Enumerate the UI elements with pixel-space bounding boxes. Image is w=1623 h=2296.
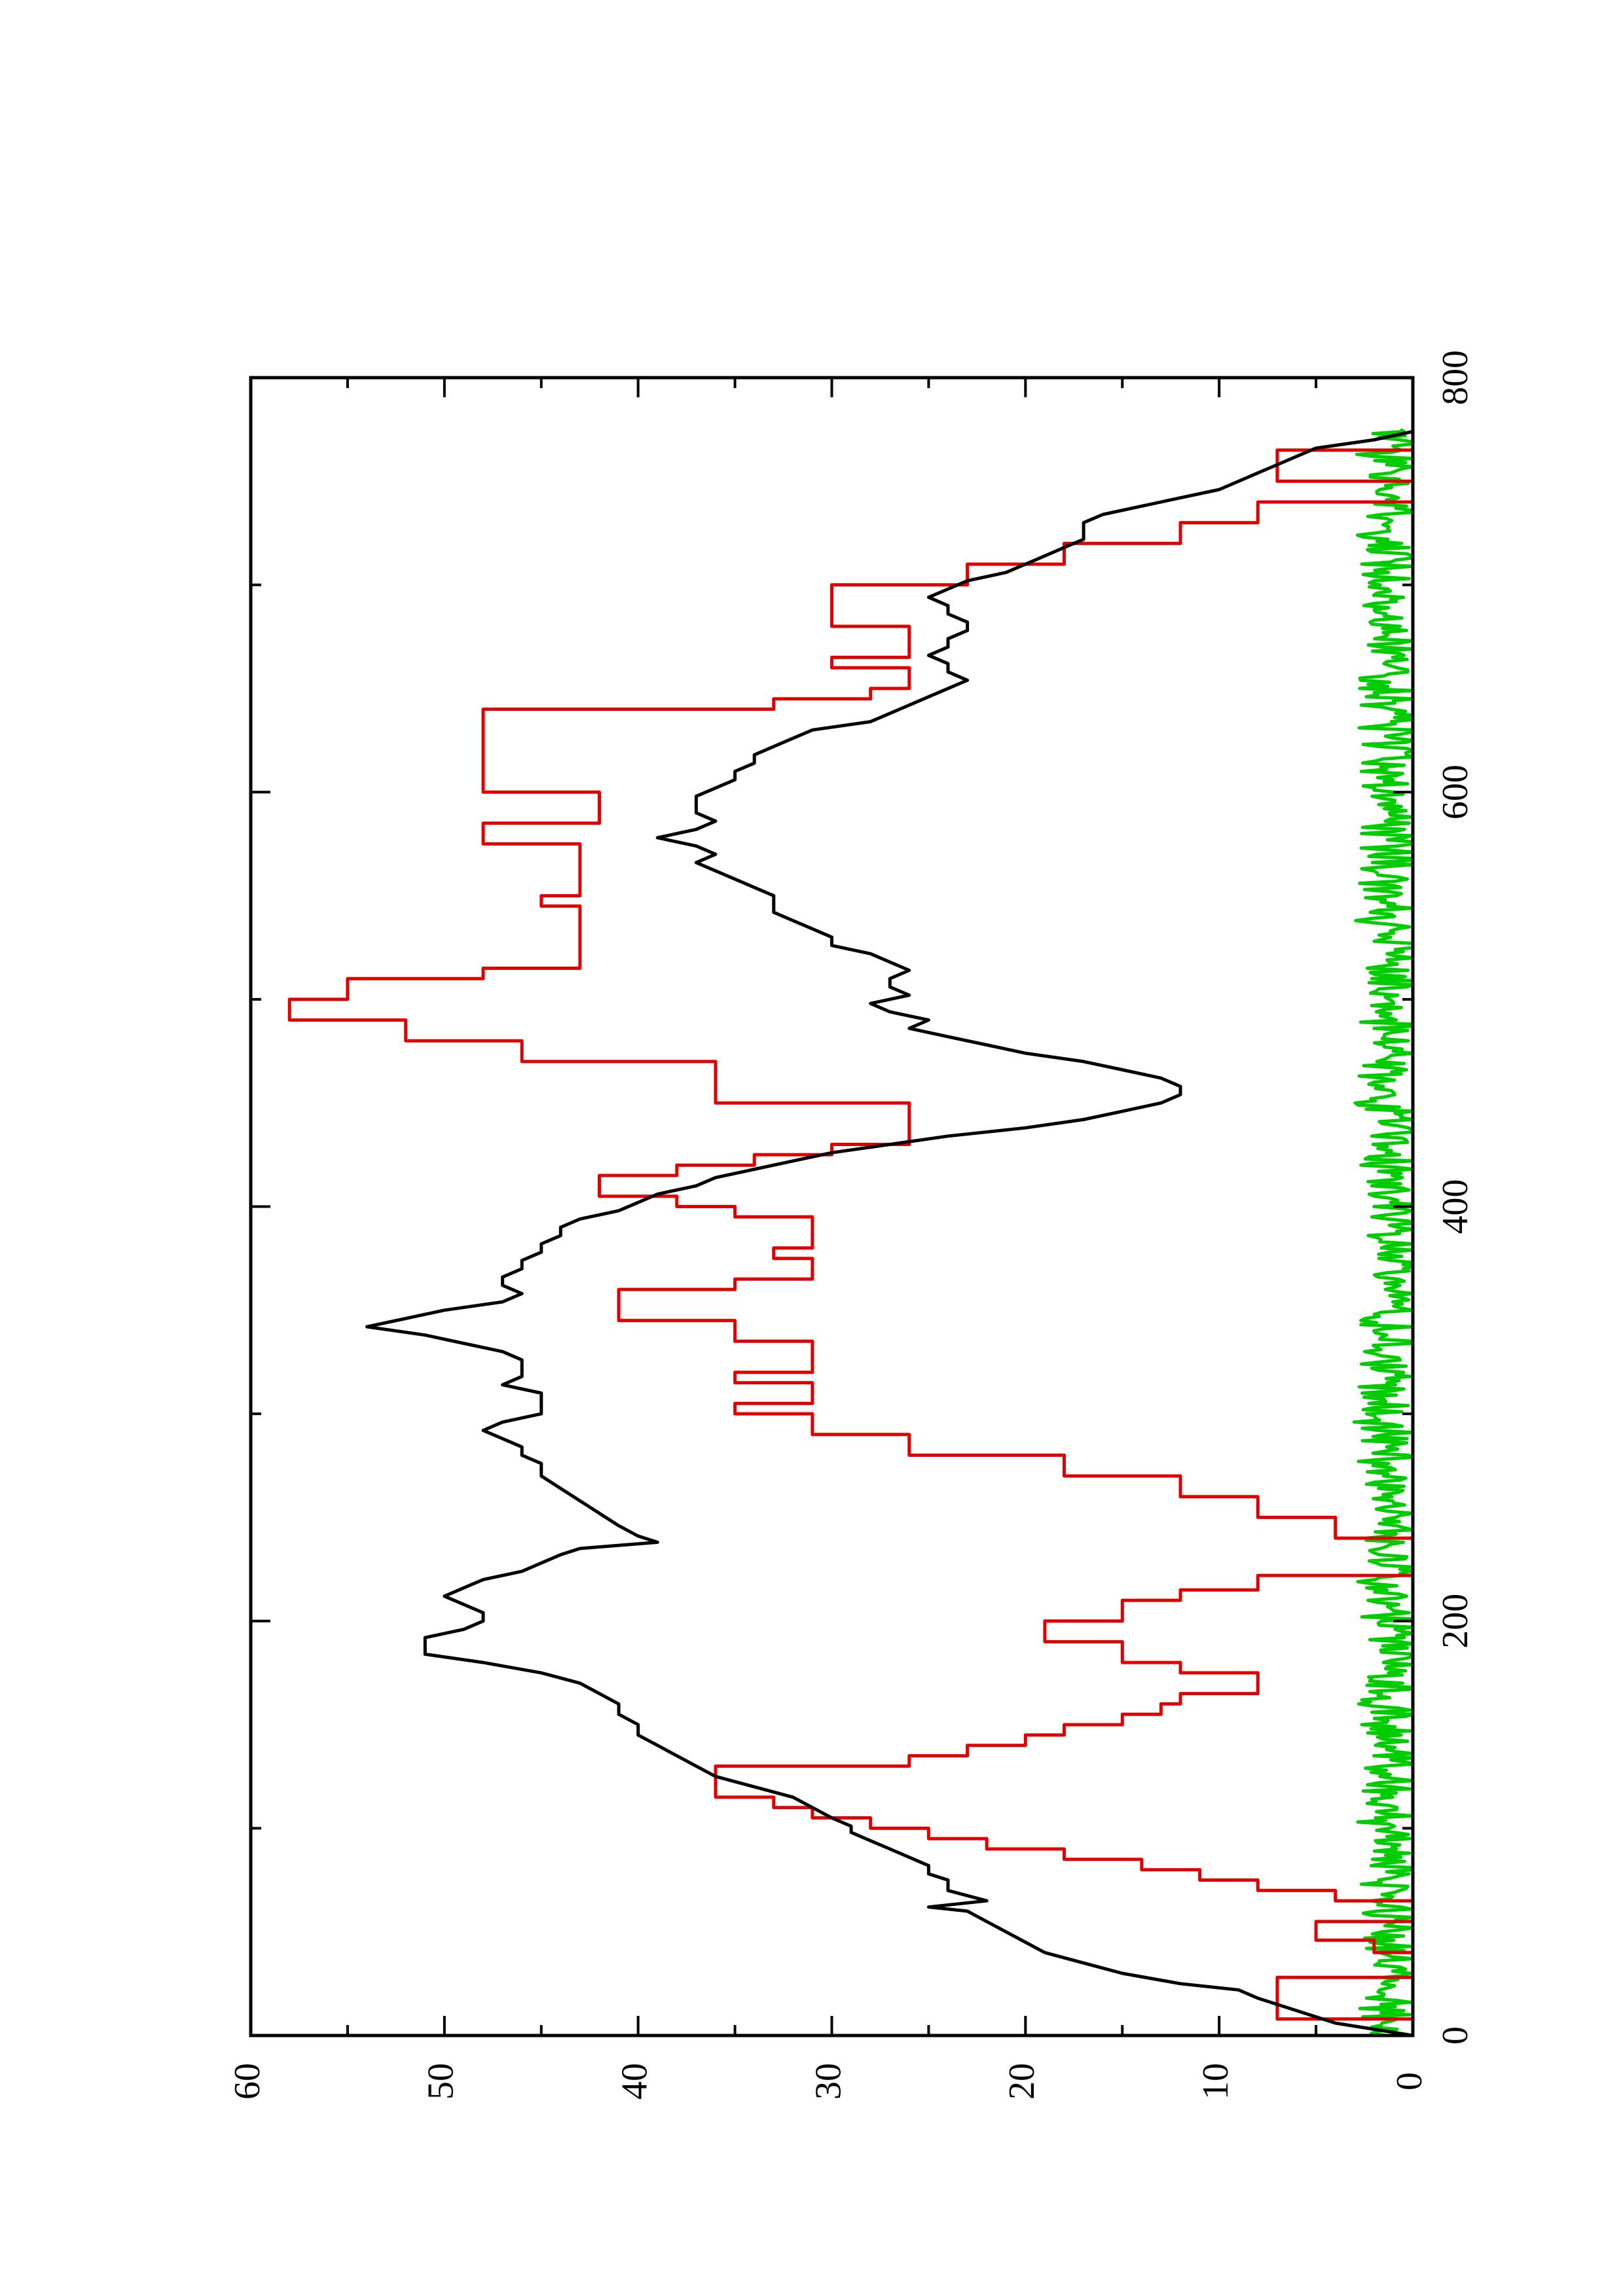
plot-area: 0 200 400 600 800 0 10 20 30 40 50 60 — [227, 350, 1476, 2100]
series-line-3 — [1352, 428, 1415, 2037]
x-tick-label: 400 — [1435, 1179, 1476, 1234]
x-tick-label: 200 — [1435, 1594, 1476, 1649]
y-tick-label: 0 — [1389, 2072, 1430, 2090]
y-tick-label: 60 — [227, 2063, 268, 2100]
y-tick-label: 40 — [615, 2063, 655, 2100]
y-tick-label: 50 — [421, 2063, 462, 2100]
series-line-1 — [365, 429, 1413, 2037]
y-tick-label: 20 — [1002, 2063, 1042, 2100]
x-tick-label: 0 — [1435, 2026, 1476, 2045]
y-tick-label: 30 — [808, 2063, 848, 2100]
series-line-2 — [287, 429, 1415, 2036]
y-tick-label: 10 — [1195, 2063, 1236, 2100]
x-tick-label: 600 — [1435, 764, 1476, 819]
x-tick-label: 800 — [1435, 350, 1476, 405]
